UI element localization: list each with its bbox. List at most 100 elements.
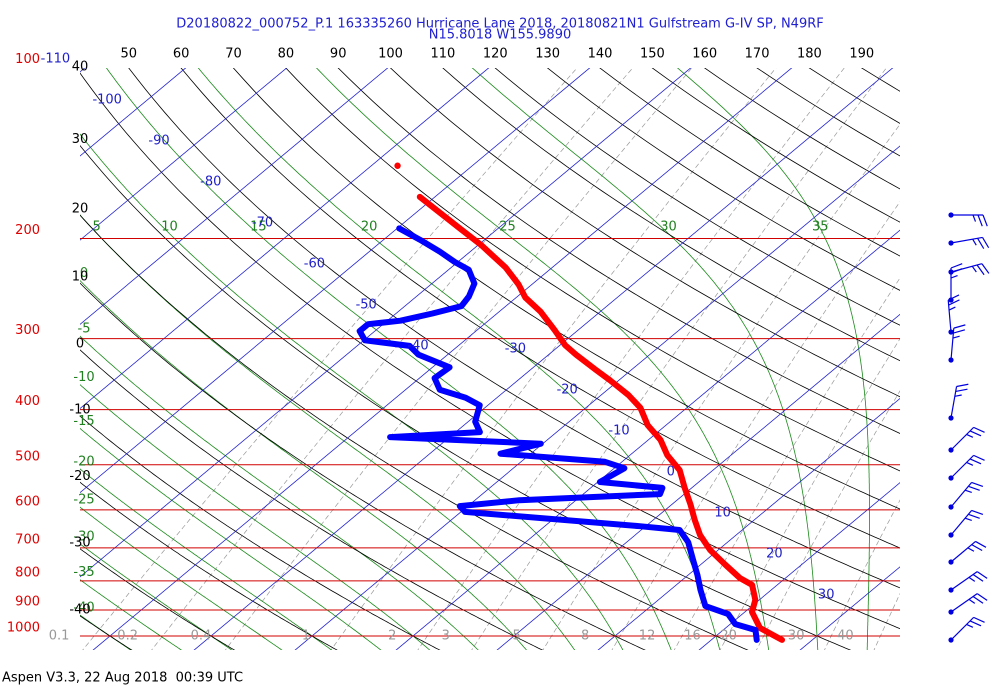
isotherm-label: -30 <box>505 342 526 357</box>
barb-feather <box>950 263 963 269</box>
isotherm <box>395 229 900 650</box>
isotherm-label: -20 <box>557 383 578 398</box>
barb-feather <box>982 214 988 227</box>
moist-adiabat-label: 20 <box>361 220 378 235</box>
dry-adiabat <box>494 68 900 326</box>
temperature-point <box>394 162 401 169</box>
barb-feather <box>953 324 966 329</box>
diagram-lines <box>80 68 900 650</box>
barb-feather <box>976 264 985 276</box>
dry-adiabat <box>80 214 749 650</box>
dry-adiabat <box>128 68 900 589</box>
barb-feather <box>967 547 975 552</box>
barb-feather <box>956 383 969 388</box>
mixing-ratio-label: 3 <box>442 629 450 644</box>
barb-feather <box>971 481 984 488</box>
isotherm-label: -40 <box>407 339 428 354</box>
pressure-label: 800 <box>15 565 40 580</box>
profiles <box>356 162 785 643</box>
isotherm-label: 20 <box>766 547 783 562</box>
dry-adiabat <box>80 72 900 630</box>
dry-adiabat <box>80 282 646 650</box>
dry-adiabat-label: 100 <box>378 47 403 62</box>
dry-adiabat-label: -10 <box>69 403 90 418</box>
moist-adiabat-label: 30 <box>660 220 677 235</box>
temperature-profile <box>416 193 785 643</box>
moist-adiabat-label: -35 <box>73 565 94 580</box>
barb-feather <box>971 544 983 552</box>
moist-adiabat <box>316 68 770 650</box>
mixing-ratio-line <box>471 68 887 650</box>
dry-adiabat-label: 190 <box>849 47 874 62</box>
barb-feather <box>977 214 983 227</box>
mixing-ratio-label: 30 <box>788 629 805 644</box>
barb-feather <box>952 335 960 339</box>
mixing-ratio-line <box>673 277 900 650</box>
dry-adiabat <box>442 68 900 362</box>
dry-adiabat-label: 10 <box>72 270 89 285</box>
dry-adiabat-label: 130 <box>535 47 560 62</box>
barb-feather <box>950 274 958 279</box>
isotherm <box>80 68 591 494</box>
barb-staff <box>950 454 975 479</box>
mixing-ratio-label: 12 <box>639 629 656 644</box>
barb-feather <box>972 214 977 222</box>
barb-feather <box>966 461 974 466</box>
dry-adiabat-label: 120 <box>483 47 508 62</box>
barb-staff <box>950 328 955 361</box>
isotherm-label: -80 <box>200 175 221 190</box>
pressure-label: 400 <box>15 394 40 409</box>
dry-adiabat <box>285 68 900 472</box>
barb-staff <box>950 616 975 641</box>
pressure-label: 1000 <box>7 621 40 636</box>
barb-feather <box>955 388 968 392</box>
moist-adiabat-label: 10 <box>161 220 178 235</box>
barb-staff <box>950 482 973 508</box>
dry-adiabat-label: -20 <box>69 469 90 484</box>
title: D20180822_000752_P.1 163335260 Hurricane… <box>176 17 823 32</box>
barb-staff <box>947 300 952 333</box>
isotherm <box>193 68 894 650</box>
mixing-ratio-label: 40 <box>837 629 854 644</box>
isotherm-label: -50 <box>356 298 377 313</box>
barb-feather <box>964 489 972 494</box>
barb-feather <box>966 623 974 628</box>
barb-feather <box>971 265 977 273</box>
dry-adiabat-label: 160 <box>692 47 717 62</box>
moist-adiabat <box>80 579 183 650</box>
dry-adiabat-label: 60 <box>173 47 190 62</box>
dry-adiabat <box>389 68 900 398</box>
dry-adiabat-label: 150 <box>640 47 665 62</box>
isotherm-label: -70 <box>252 216 273 231</box>
barb-feather <box>968 513 980 519</box>
isotherm <box>80 68 288 241</box>
barb-feather <box>948 306 956 311</box>
pressure-label: 900 <box>15 594 40 609</box>
barb-feather <box>968 598 976 604</box>
footer: Aspen V3.3, 22 Aug 2018 00:39 UTC <box>2 671 243 686</box>
barb-staff <box>950 540 976 563</box>
barb-feather <box>968 485 980 491</box>
barb-feather <box>973 454 985 461</box>
dry-adiabat <box>180 68 900 549</box>
mixing-ratio-line <box>824 499 900 650</box>
mixing-ratio-line <box>224 68 693 650</box>
isotherm-label: -110 <box>41 52 71 67</box>
barb-staff <box>950 593 978 613</box>
location: N15.8018 W155.9890 <box>429 28 572 43</box>
isotherm-label: 10 <box>714 506 731 521</box>
moist-adiabat <box>80 384 431 650</box>
moist-adiabat <box>677 68 870 650</box>
moist-adiabat <box>80 506 283 650</box>
moist-adiabat <box>197 68 721 650</box>
barb-feather <box>964 517 972 522</box>
dry-adiabat-label: -30 <box>69 535 90 550</box>
pressure-label: 500 <box>15 449 40 464</box>
pressure-label: 700 <box>15 532 40 547</box>
barb-feather <box>973 426 985 433</box>
mixing-ratio-label: 0.2 <box>117 629 138 644</box>
isotherm-label: -10 <box>608 424 629 439</box>
barb-feather <box>969 430 982 437</box>
moist-adiabat-label: -15 <box>73 414 94 429</box>
mixing-ratio-line <box>330 68 777 650</box>
